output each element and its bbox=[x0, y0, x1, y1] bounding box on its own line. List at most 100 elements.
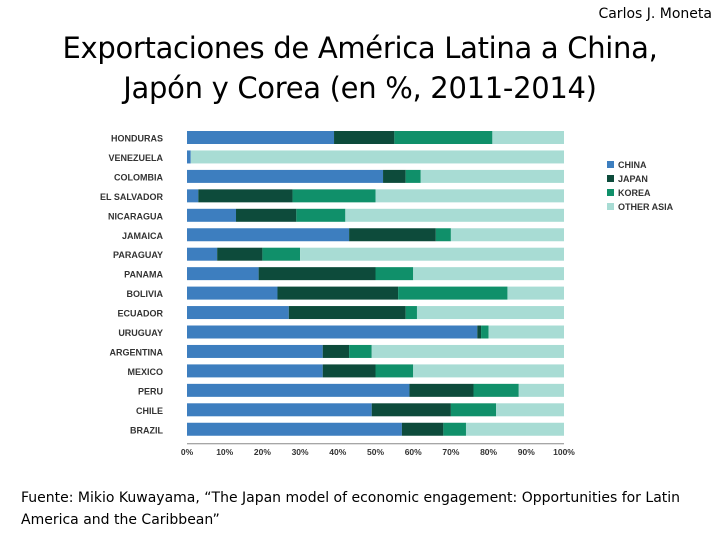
bar-segment-korea bbox=[435, 228, 451, 242]
bar-segment-japan bbox=[217, 247, 263, 261]
title-line-1: Exportaciones de América Latina a China, bbox=[62, 31, 658, 65]
x-tick-label: 0% bbox=[181, 447, 194, 457]
bar-segment-china bbox=[187, 247, 218, 261]
bar-segment-china bbox=[187, 189, 199, 203]
bar-segment-japan bbox=[288, 306, 406, 320]
bar-segment-china bbox=[187, 267, 259, 281]
category-label: VENEZUELA bbox=[108, 153, 163, 163]
bar-segment-other-asia bbox=[416, 306, 564, 320]
slide-title: Exportaciones de América Latina a China,… bbox=[0, 28, 720, 108]
bar-segment-japan bbox=[236, 208, 297, 222]
bar-segment-japan bbox=[322, 364, 376, 378]
bar-segment-japan bbox=[258, 267, 376, 281]
bar-segment-korea bbox=[375, 364, 414, 378]
x-tick-label: 10% bbox=[216, 447, 233, 457]
bar-segment-china bbox=[187, 383, 410, 397]
x-tick-label: 70% bbox=[442, 447, 459, 457]
x-tick-label: 60% bbox=[405, 447, 422, 457]
bar-segment-japan bbox=[383, 169, 406, 183]
bar-segment-japan bbox=[477, 325, 482, 339]
bar-segment-other-asia bbox=[496, 403, 564, 417]
legend-swatch bbox=[607, 175, 614, 182]
bar-segment-other-asia bbox=[413, 364, 564, 378]
category-label: URUGUAY bbox=[118, 328, 163, 338]
legend-label: KOREA bbox=[618, 188, 651, 198]
bar-segment-china bbox=[187, 208, 237, 222]
bar-segment-china bbox=[187, 344, 323, 358]
x-tick-label: 40% bbox=[329, 447, 346, 457]
bar-segment-korea bbox=[473, 383, 519, 397]
bar-segment-other-asia bbox=[345, 208, 564, 222]
category-label: ECUADOR bbox=[117, 309, 163, 319]
category-label: ARGENTINA bbox=[110, 347, 164, 357]
bar-segment-other-asia bbox=[507, 286, 564, 300]
bar-segment-korea bbox=[481, 325, 489, 339]
bar-segment-korea bbox=[394, 131, 493, 144]
bar-segment-china bbox=[187, 286, 278, 300]
bar-segment-other-asia bbox=[465, 422, 564, 436]
bar-segment-japan bbox=[334, 131, 395, 144]
bar-segment-china bbox=[187, 228, 350, 242]
source-citation: Fuente: Mikio Kuwayama, “The Japan model… bbox=[21, 490, 681, 528]
category-label: JAMAICA bbox=[122, 231, 164, 241]
category-label: BRAZIL bbox=[130, 425, 163, 435]
legend-label: JAPAN bbox=[618, 174, 648, 184]
bar-segment-china bbox=[187, 403, 372, 417]
bar-segment-japan bbox=[198, 189, 293, 203]
bar-segment-japan bbox=[371, 403, 451, 417]
category-label: BOLIVIA bbox=[126, 289, 163, 299]
x-tick-label: 50% bbox=[367, 447, 384, 457]
bar-segment-other-asia bbox=[518, 383, 564, 397]
x-tick-label: 20% bbox=[254, 447, 271, 457]
x-tick-label: 80% bbox=[480, 447, 497, 457]
legend-swatch bbox=[607, 203, 614, 210]
stacked-bar-chart: HONDURAS VENEZUELA COLOMBIA EL SALVADOR NICA… bbox=[100, 131, 674, 457]
bar-segment-korea bbox=[262, 247, 301, 261]
category-label: EL SALVADOR bbox=[100, 192, 164, 202]
legend-label: CHINA bbox=[618, 160, 647, 170]
category-label: COLOMBIA bbox=[114, 172, 163, 182]
bar-segment-korea bbox=[450, 403, 497, 417]
bar-segment-japan bbox=[322, 344, 350, 358]
category-label: MEXICO bbox=[127, 367, 163, 377]
x-tick-label: 30% bbox=[292, 447, 309, 457]
bar-segment-other-asia bbox=[450, 228, 564, 242]
category-label: PANAMA bbox=[124, 270, 163, 280]
bar-segment-other-asia bbox=[371, 344, 564, 358]
bar-segment-japan bbox=[409, 383, 474, 397]
bar-segment-korea bbox=[405, 306, 417, 320]
x-tick-label: 90% bbox=[518, 447, 535, 457]
category-label: HONDURAS bbox=[111, 134, 163, 144]
bar-segment-korea bbox=[296, 208, 346, 222]
bar-segment-korea bbox=[292, 189, 376, 203]
category-label: CHILE bbox=[136, 406, 163, 416]
bar-segment-china bbox=[187, 169, 384, 183]
bar-segment-other-asia bbox=[190, 150, 564, 164]
bar-segment-japan bbox=[401, 422, 444, 436]
bar-segment-china bbox=[187, 131, 335, 144]
x-tick-label: 100% bbox=[553, 447, 575, 457]
bar-segment-china bbox=[187, 325, 478, 339]
bar-segment-china bbox=[187, 150, 191, 164]
bar-segment-japan bbox=[277, 286, 399, 300]
bar-segment-other-asia bbox=[413, 267, 564, 281]
bar-segment-other-asia bbox=[420, 169, 564, 183]
title-line-2: Japón y Corea (en %, 2011-2014) bbox=[123, 71, 597, 105]
legend-swatch bbox=[607, 189, 614, 196]
bar-segment-china bbox=[187, 306, 289, 320]
bar-segment-korea bbox=[375, 267, 414, 281]
bar-segment-japan bbox=[349, 228, 436, 242]
bar-segment-other-asia bbox=[488, 325, 564, 339]
bar-segment-china bbox=[187, 422, 402, 436]
bar-segment-other-asia bbox=[492, 131, 564, 144]
category-label: PARAGUAY bbox=[113, 250, 163, 260]
bar-segment-other-asia bbox=[375, 189, 564, 203]
category-label: PERU bbox=[138, 386, 163, 396]
bar-segment-other-asia bbox=[300, 247, 564, 261]
legend-label: OTHER ASIA bbox=[618, 202, 674, 212]
bar-segment-korea bbox=[349, 344, 372, 358]
legend-swatch bbox=[607, 161, 614, 168]
bar-segment-korea bbox=[405, 169, 421, 183]
bar-segment-china bbox=[187, 364, 323, 378]
author-name: Carlos J. Moneta bbox=[598, 6, 712, 22]
